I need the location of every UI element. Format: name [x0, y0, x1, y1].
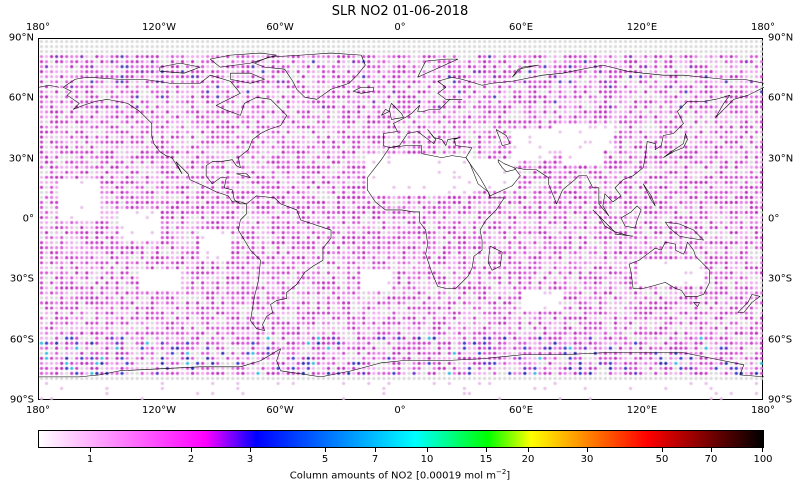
x-tick-bottom: 120°W [142, 405, 176, 416]
colorbar-tick-label: 100 [753, 454, 773, 465]
colorbar-tick-label: 5 [321, 454, 329, 465]
x-tick-top: 180° [750, 22, 776, 33]
x-tick-bottom: 0° [394, 405, 406, 416]
x-tick-bottom: 180° [25, 405, 51, 416]
x-tick-top: 60°E [508, 22, 534, 33]
y-tick-left: 90°S [9, 394, 34, 406]
colorbar-tick-label: 15 [479, 454, 493, 465]
x-tick-top: 60°W [266, 22, 294, 33]
y-tick-right: 0° [768, 213, 780, 225]
y-tick-left: 60°N [8, 92, 34, 104]
y-tick-right: 60°S [768, 334, 793, 346]
colorbar-tick-label: 3 [246, 454, 254, 465]
x-tick-bottom: 60°W [266, 405, 294, 416]
x-tick-bottom: 60°E [508, 405, 534, 416]
y-tick-right: 90°S [768, 394, 793, 406]
x-tick-bottom: 180° [750, 405, 776, 416]
y-tick-left: 30°N [8, 153, 34, 165]
y-tick-left: 90°N [8, 32, 34, 44]
y-tick-left: 30°S [9, 273, 34, 285]
colorbar [38, 430, 764, 448]
x-tick-top: 120°W [142, 22, 176, 33]
colorbar-tick-label: 30 [580, 454, 594, 465]
map-plot-area [38, 38, 764, 401]
x-tick-top: 180° [25, 22, 51, 33]
colorbar-tick-label: 10 [420, 454, 434, 465]
colorbar-label: Column amounts of NO2 [0.00019 mol m−2] [289, 468, 511, 482]
colorbar-tick-label: 50 [655, 454, 669, 465]
coastlines [39, 39, 764, 401]
no2-dot-field [39, 39, 764, 401]
y-tick-left: 60°S [9, 334, 34, 346]
y-tick-right: 60°N [768, 92, 794, 104]
x-tick-top: 120°E [626, 22, 658, 33]
colorbar-tick-label: 2 [187, 454, 195, 465]
x-tick-bottom: 120°E [626, 405, 658, 416]
colorbar-tick-label: 70 [704, 454, 718, 465]
colorbar-tick-label: 1 [86, 454, 94, 465]
y-tick-right: 30°N [768, 153, 794, 165]
y-tick-right: 90°N [768, 32, 794, 44]
colorbar-tick-label: 7 [371, 454, 379, 465]
x-tick-top: 0° [394, 22, 406, 33]
y-tick-right: 30°S [768, 273, 793, 285]
colorbar-tick-label: 20 [521, 454, 535, 465]
chart-title: SLR NO2 01-06-2018 [331, 4, 469, 19]
y-tick-left: 0° [22, 213, 34, 225]
